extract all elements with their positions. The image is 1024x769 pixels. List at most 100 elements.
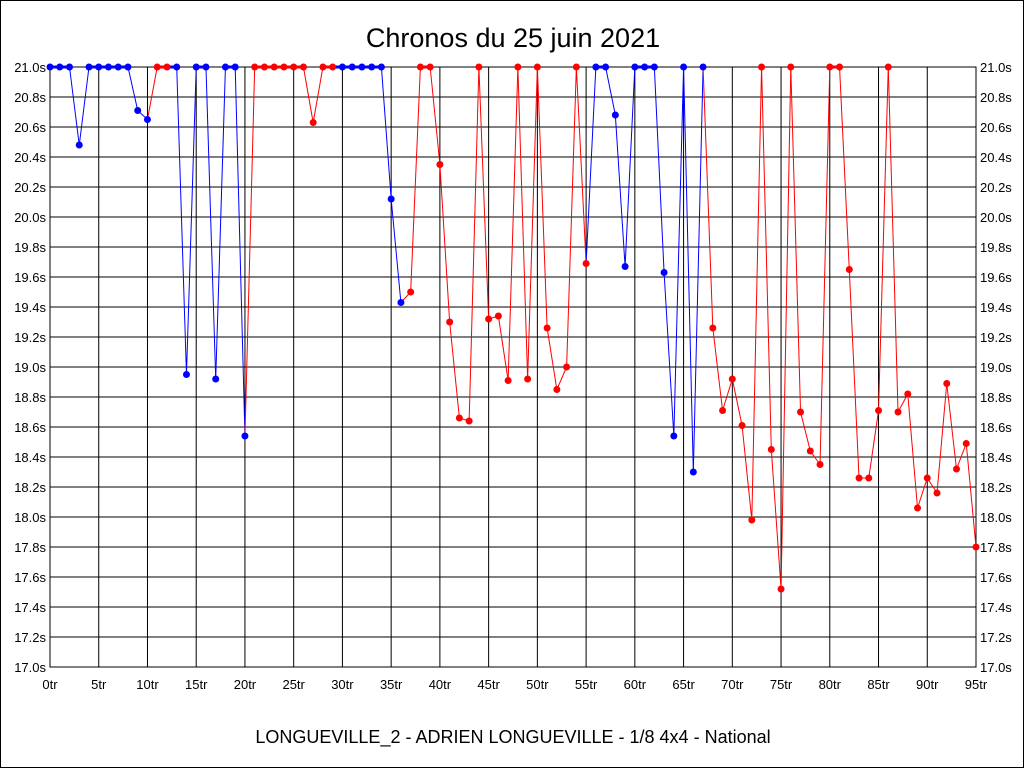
series-segment [683, 66, 694, 473]
lap-point [426, 63, 434, 71]
lap-point [358, 63, 366, 71]
lap-point [407, 288, 415, 296]
lap-point [85, 63, 93, 71]
y-tick-label-right: 19.2s [980, 330, 1012, 345]
y-tick-label-left: 18.8s [14, 390, 46, 405]
series-segment [848, 269, 860, 479]
y-tick-label-right: 20.6s [980, 120, 1012, 135]
y-tick-label-right: 18.0s [980, 510, 1012, 525]
series-segment [176, 66, 187, 375]
y-tick-label-right: 17.6s [980, 570, 1012, 585]
lap-point [904, 390, 912, 398]
lap-point [485, 315, 493, 323]
chart-subtitle: LONGUEVILLE_2 - ADRIEN LONGUEVILLE - 1/8… [255, 727, 770, 748]
y-tick-label-right: 20.2s [980, 180, 1012, 195]
lap-point [865, 474, 873, 482]
lap-point [475, 63, 483, 71]
y-tick-label-left: 20.6s [14, 120, 46, 135]
x-tick-label: 10tr [136, 677, 159, 692]
lap-point [914, 504, 922, 512]
lap-point [143, 116, 151, 123]
series-segment [761, 66, 772, 450]
series-lines [50, 65, 977, 590]
lap-point [855, 474, 863, 482]
lap-point [631, 63, 639, 71]
lap-point [241, 432, 249, 440]
y-tick-label-left: 17.2s [14, 630, 46, 645]
lap-point [797, 408, 805, 416]
lap-point [377, 63, 385, 71]
y-tick-label-right: 17.2s [980, 630, 1012, 645]
series-segment [878, 66, 889, 411]
lap-point [348, 63, 356, 71]
y-tick-label-right: 19.8s [980, 240, 1012, 255]
series-segment [380, 66, 392, 200]
series-segment [234, 66, 246, 437]
series-segment [546, 327, 558, 390]
lap-point [641, 63, 649, 71]
y-tick-label-left: 19.2s [14, 330, 46, 345]
y-tick-label-left: 18.4s [14, 450, 46, 465]
x-tick-label: 55tr [575, 677, 598, 692]
series-segment [907, 393, 919, 509]
series-segment [585, 66, 597, 264]
series-segment [839, 66, 850, 270]
y-tick-label-right: 19.4s [980, 300, 1012, 315]
series-segment [429, 66, 441, 165]
lap-point [455, 414, 463, 422]
lap-point [894, 408, 902, 416]
series-segment [800, 411, 811, 452]
series-segment [497, 315, 509, 381]
series-segment [819, 66, 831, 465]
lap-point [182, 371, 190, 378]
lap-point [416, 63, 424, 71]
lap-point [777, 585, 785, 593]
y-tick-label-right: 18.4s [980, 450, 1012, 465]
lap-point [621, 263, 629, 270]
series-segment [731, 378, 743, 426]
x-tick-label: 20tr [234, 677, 257, 692]
lap-point [816, 461, 824, 468]
y-tick-label-right: 17.4s [980, 600, 1012, 615]
series-segment [449, 321, 460, 419]
series-segment [478, 66, 490, 320]
series-segment [410, 66, 421, 293]
lap-point [602, 63, 610, 71]
series-segment [205, 66, 217, 380]
series-segment [517, 66, 529, 380]
series-segment [215, 66, 226, 380]
series-segment [68, 66, 80, 146]
series-segment [390, 198, 402, 303]
lap-point [465, 417, 473, 425]
lap-point [699, 63, 707, 71]
series-segment [653, 66, 665, 273]
x-tick-label: 30tr [331, 677, 354, 692]
lap-point [650, 63, 658, 71]
series-segment [312, 66, 324, 123]
lap-point [582, 260, 590, 267]
lap-point [124, 63, 132, 71]
y-tick-label-left: 19.4s [14, 300, 46, 315]
y-tick-label-right: 20.4s [980, 150, 1012, 165]
lap-point [104, 63, 112, 71]
y-tick-label-right: 21.0s [980, 60, 1012, 75]
lap-point [251, 63, 259, 71]
series-segment [575, 66, 587, 264]
lap-point [543, 324, 551, 332]
lap-point [202, 63, 210, 71]
lap-point [845, 266, 853, 273]
lap-point [153, 63, 161, 71]
y-tick-label-right: 17.0s [980, 660, 1012, 675]
series-segment [780, 66, 792, 590]
lap-point [446, 318, 454, 326]
series-segment [507, 66, 519, 381]
lap-point [514, 63, 522, 71]
lap-point [689, 468, 697, 476]
series-segment [917, 477, 928, 509]
lap-point [494, 312, 502, 320]
x-tick-label: 65tr [672, 677, 695, 692]
x-tick-label: 80tr [819, 677, 842, 692]
lap-point [884, 63, 892, 71]
lap-point [767, 446, 775, 453]
y-tick-label-left: 20.2s [14, 180, 46, 195]
